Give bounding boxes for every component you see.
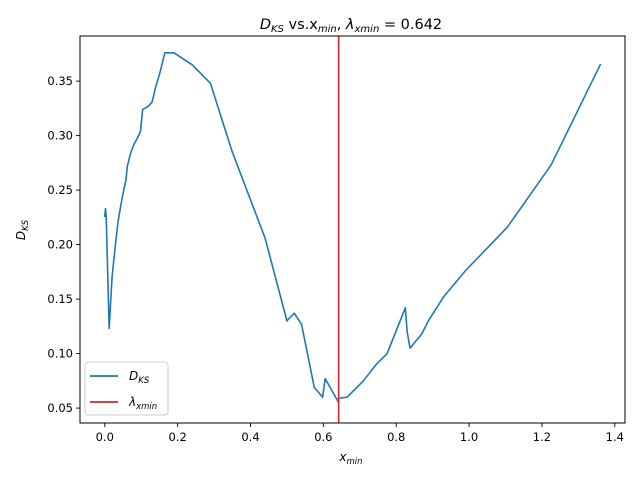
axes-frame [79,35,626,424]
y-axis-label: DKS [14,219,31,240]
y-tick-label: 0.05 [47,401,73,415]
legend-label-dks-sub: KS [138,376,150,386]
legend: DKS λxmin [84,361,169,416]
legend-label-dks-main: D [129,369,138,383]
title-prefix-sub: KS [271,24,285,35]
y-tick-label: 0.10 [47,347,73,361]
title-suffix: = 0.642 [379,17,442,33]
x-tick-label: 0.0 [96,430,114,444]
title-lambda-sub: xmin [354,24,380,35]
y-tick-label: 0.35 [47,74,73,88]
x-tick-label: 1.4 [606,430,624,444]
title-middle: vs.x [284,17,318,33]
x-tick-label: 0.4 [241,430,259,444]
x-axis-label-main: x [338,450,347,464]
y-axis-label-main: D [14,231,28,240]
title-prefix: D [260,17,271,33]
x-tick-label: 1.2 [533,430,551,444]
y-axis-label-sub: KS [21,219,31,231]
legend-label-lambda-sub: xmin [135,402,157,412]
title-sep: , [337,17,346,33]
title-lambda: λ [345,17,355,33]
y-tick-label: 0.15 [47,292,73,306]
y-tick-label: 0.30 [47,129,73,143]
legend-label-dks: DKS [129,369,150,386]
legend-label-lambda-main: λ [128,395,136,409]
series-line-0 [103,51,602,404]
x-axis-label-sub: min [347,457,363,467]
x-tick-label: 1.0 [460,430,478,444]
y-tick-label: 0.20 [47,238,73,252]
chart-title: DKS vs.xmin, λxmin = 0.642 [260,17,442,35]
x-axis-label: xmin [338,450,362,467]
x-tick-label: 0.8 [387,430,405,444]
x-tick-label: 0.2 [168,430,186,444]
x-tick-label: 0.6 [314,430,332,444]
legend-label-lambda: λxmin [128,395,157,412]
title-middle-sub: min [318,24,337,35]
y-tick-label: 0.25 [47,183,73,197]
